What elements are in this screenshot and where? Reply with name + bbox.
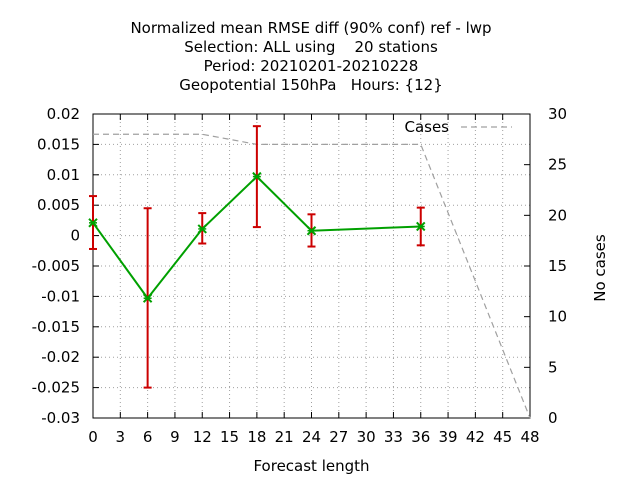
x-tick-label: 36 (411, 428, 430, 446)
title-line: Geopotential 150hPa Hours: {12} (179, 76, 442, 94)
title-line: Selection: ALL using 20 stations (184, 38, 438, 56)
y2-tick-label: 15 (548, 257, 567, 275)
x-tick-label: 33 (384, 428, 403, 446)
x-tick-label: 48 (520, 428, 539, 446)
x-tick-label: 9 (170, 428, 180, 446)
y-tick-label: -0.005 (32, 257, 80, 275)
y2-tick-label: 5 (548, 358, 558, 376)
y2-tick-label: 25 (548, 156, 567, 174)
y-tick-label: 0.015 (37, 135, 80, 153)
x-tick-label: 15 (220, 428, 239, 446)
x-axis: 0 3 6 9 12 15 18 21 24 27 30 33 36 39 42 45 48 (88, 114, 540, 446)
y2-tick-label: 0 (548, 409, 558, 427)
x-tick-label: 18 (247, 428, 266, 446)
data-point (197, 224, 207, 234)
data-point (88, 218, 98, 228)
grid (93, 114, 530, 418)
rmse-diff-series (88, 125, 426, 389)
title-line: Normalized mean RMSE diff (90% conf) ref… (130, 19, 491, 37)
x-tick-label: 42 (466, 428, 485, 446)
series-line (92, 175, 421, 300)
x-tick-label: 24 (302, 428, 321, 446)
data-point (416, 221, 426, 232)
x-tick-label: 30 (357, 428, 376, 446)
y2-tick-label: 10 (548, 308, 567, 326)
y-tick-label: -0.015 (32, 318, 80, 336)
legend: Cases (404, 118, 512, 136)
title-line: Period: 20210201-20210228 (204, 57, 419, 75)
data-point (142, 293, 153, 303)
x-tick-label: 21 (275, 428, 294, 446)
legend-label-cases: Cases (404, 118, 449, 136)
x-axis-label: Forecast length (253, 457, 369, 475)
y2-tick-label: 30 (548, 105, 567, 123)
y-tick-label: 0.01 (47, 166, 80, 184)
x-tick-label: 27 (329, 428, 348, 446)
y-tick-label: 0 (70, 227, 80, 245)
chart-title: Normalized mean RMSE diff (90% conf) ref… (130, 19, 491, 94)
y-tick-label: -0.03 (41, 409, 80, 427)
cases-line (93, 133, 531, 419)
y2-axis-label: No cases (591, 234, 609, 302)
y-tick-label: -0.02 (41, 348, 80, 366)
x-tick-label: 45 (493, 428, 512, 446)
x-tick-label: 3 (116, 428, 126, 446)
y-tick-label: 0.005 (37, 196, 80, 214)
x-tick-label: 39 (439, 428, 458, 446)
y-axis-left: 0.02 0.015 0.01 0.005 0 -0.005 -0.01 -0.015 -0.0… (32, 105, 99, 427)
y-tick-label: -0.025 (32, 379, 80, 397)
data-point (306, 226, 317, 236)
x-tick-label: 0 (88, 428, 98, 446)
y2-tick-label: 20 (548, 206, 567, 224)
y-axis-right: 30 25 20 15 10 5 0 (524, 105, 567, 427)
cases-series (93, 133, 531, 419)
data-point (252, 171, 262, 182)
x-tick-label: 6 (143, 428, 153, 446)
y-tick-label: 0.02 (47, 105, 80, 123)
y-tick-label: -0.01 (41, 287, 80, 305)
x-tick-label: 12 (193, 428, 212, 446)
